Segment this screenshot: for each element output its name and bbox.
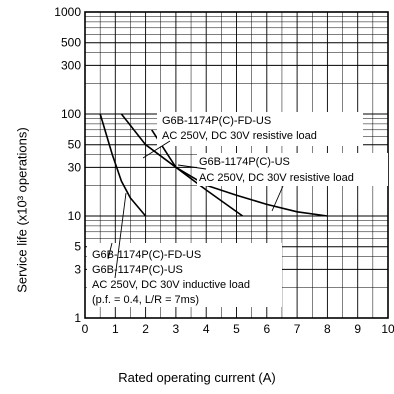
y-tick-label: 300 (61, 58, 81, 72)
annotation-ind_2: G6B-1174P(C)-US (92, 264, 183, 276)
x-tick-label: 9 (354, 322, 361, 336)
y-tick-label: 3 (74, 262, 81, 276)
series-line-inductive (99, 113, 147, 217)
annotation-background (157, 112, 363, 146)
y-tick-label: 100 (61, 107, 81, 121)
y-tick-label: 10 (68, 209, 82, 223)
annotation-ind_3: AC 250V, DC 30V inductive load (92, 279, 250, 291)
x-tick-label: 6 (263, 322, 270, 336)
y-tick-label: 5 (74, 240, 81, 254)
x-tick-label: 10 (381, 322, 394, 336)
leader-line (142, 140, 171, 159)
annotation-res_2: AC 250V, DC 30V resistive load (199, 172, 354, 184)
annotation-ind_4: (p.f. = 0.4, L/R = 7ms) (92, 294, 199, 306)
leader-line (271, 185, 284, 212)
annotation-res_1: G6B-1174P(C)-US (199, 156, 290, 168)
x-tick-label: 8 (324, 322, 331, 336)
leader-line (177, 164, 207, 170)
y-tick-label: 50 (68, 138, 82, 152)
y-tick-label: 1000 (54, 5, 81, 19)
y-tick-label: 30 (68, 160, 82, 174)
leader-line (114, 192, 127, 279)
x-tick-label: 0 (82, 322, 89, 336)
annotation-ind_1: G6B-1174P(C)-FD-US (92, 249, 201, 261)
annotation-background (87, 243, 282, 307)
x-axis-title: Rated operating current (A) (118, 370, 276, 385)
y-tick-label: 1 (74, 311, 81, 325)
x-tick-label: 3 (173, 322, 180, 336)
x-tick-label: 5 (233, 322, 240, 336)
annotation-fd_res_1: G6B-1174P(C)-FD-US (162, 115, 271, 127)
y-tick-label: 500 (61, 36, 81, 50)
annotation-fd_res_2: AC 250V, DC 30V resistive load (162, 130, 317, 142)
y-axis-title: Service life (x10³ operations) (14, 127, 30, 293)
x-tick-label: 7 (294, 322, 301, 336)
x-tick-label: 4 (203, 322, 210, 336)
x-tick-label: 2 (142, 322, 149, 336)
leader-line (107, 242, 113, 260)
x-tick-label: 1 (112, 322, 119, 336)
series-line-resistive (151, 129, 328, 217)
annotation-background (197, 153, 388, 186)
